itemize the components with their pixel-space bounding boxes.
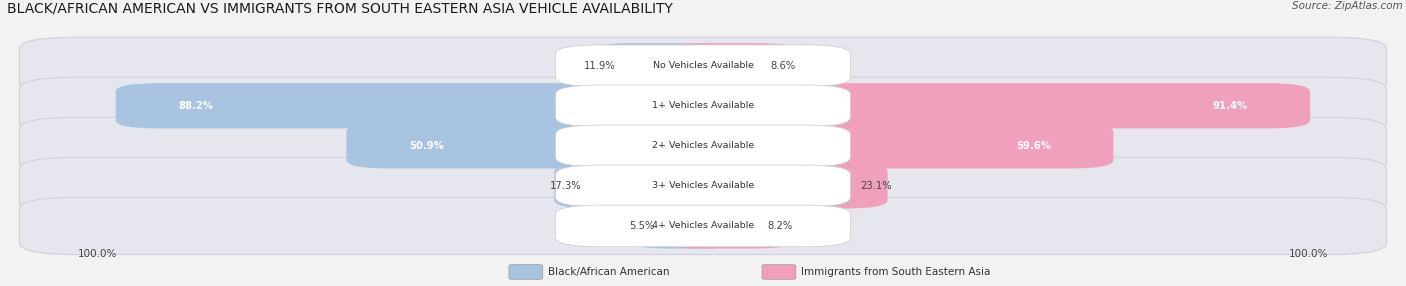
Text: 3+ Vehicles Available: 3+ Vehicles Available [652, 181, 754, 190]
FancyBboxPatch shape [20, 157, 1386, 214]
FancyBboxPatch shape [661, 163, 887, 208]
FancyBboxPatch shape [661, 123, 1114, 168]
FancyBboxPatch shape [555, 125, 851, 167]
Text: 59.6%: 59.6% [1015, 141, 1050, 151]
FancyBboxPatch shape [20, 37, 1386, 94]
Text: Black/African American: Black/African American [548, 267, 669, 277]
FancyBboxPatch shape [555, 85, 851, 127]
FancyBboxPatch shape [115, 83, 745, 128]
FancyBboxPatch shape [588, 43, 745, 88]
FancyBboxPatch shape [661, 43, 797, 88]
FancyBboxPatch shape [555, 205, 851, 247]
FancyBboxPatch shape [661, 203, 796, 249]
Text: Source: ZipAtlas.com: Source: ZipAtlas.com [1292, 1, 1403, 11]
FancyBboxPatch shape [555, 165, 851, 207]
Text: 88.2%: 88.2% [179, 101, 214, 111]
FancyBboxPatch shape [661, 83, 1310, 128]
Text: 91.4%: 91.4% [1212, 101, 1247, 111]
Text: Immigrants from South Eastern Asia: Immigrants from South Eastern Asia [801, 267, 991, 277]
Text: 5.5%: 5.5% [630, 221, 655, 231]
Text: No Vehicles Available: No Vehicles Available [652, 61, 754, 70]
Text: 100.0%: 100.0% [1289, 249, 1329, 259]
Text: 11.9%: 11.9% [583, 61, 616, 71]
Text: 100.0%: 100.0% [77, 249, 117, 259]
FancyBboxPatch shape [20, 117, 1386, 174]
Text: 4+ Vehicles Available: 4+ Vehicles Available [652, 221, 754, 231]
Text: 50.9%: 50.9% [409, 141, 444, 151]
Text: 23.1%: 23.1% [860, 181, 891, 191]
Text: 8.2%: 8.2% [768, 221, 793, 231]
FancyBboxPatch shape [627, 203, 745, 249]
FancyBboxPatch shape [20, 197, 1386, 255]
FancyBboxPatch shape [509, 265, 543, 279]
FancyBboxPatch shape [346, 123, 745, 168]
FancyBboxPatch shape [20, 77, 1386, 134]
FancyBboxPatch shape [554, 163, 745, 208]
Text: 1+ Vehicles Available: 1+ Vehicles Available [652, 101, 754, 110]
Text: 8.6%: 8.6% [770, 61, 796, 71]
FancyBboxPatch shape [555, 45, 851, 87]
Text: 2+ Vehicles Available: 2+ Vehicles Available [652, 141, 754, 150]
Text: BLACK/AFRICAN AMERICAN VS IMMIGRANTS FROM SOUTH EASTERN ASIA VEHICLE AVAILABILIT: BLACK/AFRICAN AMERICAN VS IMMIGRANTS FRO… [7, 1, 673, 15]
Text: 17.3%: 17.3% [550, 181, 582, 191]
FancyBboxPatch shape [762, 265, 796, 279]
